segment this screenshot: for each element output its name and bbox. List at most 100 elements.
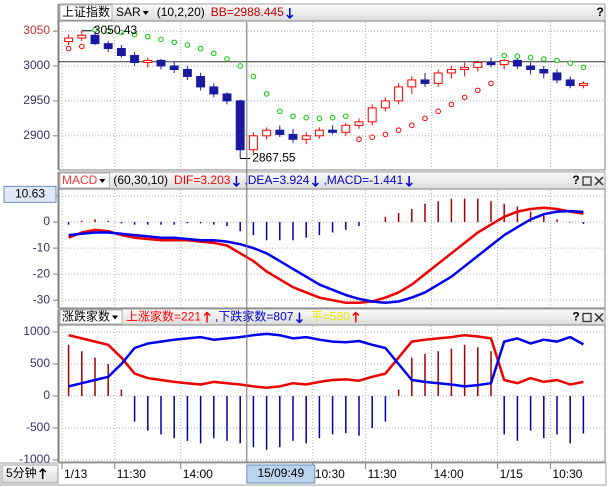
sar-dot: [409, 122, 415, 129]
sar-dot: [263, 91, 270, 97]
candle-body: [499, 59, 509, 66]
arrow-icon: [203, 311, 211, 317]
y-tick-label: 500: [30, 356, 50, 370]
panel-header: [58, 3, 606, 22]
sar-dot: [475, 87, 481, 94]
sar-dot: [514, 53, 521, 60]
candle-body: [565, 79, 575, 87]
x-tick-label: 1/15: [500, 467, 524, 481]
candle-body: [262, 129, 272, 137]
sar-dot: [343, 113, 349, 120]
sar-dot: [211, 50, 217, 57]
candle-body: [433, 72, 443, 84]
value-readout-box: [3, 185, 57, 203]
candle-body: [380, 100, 390, 109]
x-tick-label: 14:00: [434, 467, 464, 481]
sar-dot: [382, 131, 389, 138]
candle-body: [275, 129, 285, 135]
y-tick-label: -500: [26, 420, 50, 434]
y-tick-label: 3050: [23, 23, 50, 37]
arrow-icon: [286, 14, 294, 20]
y-tick-label: 3000: [23, 58, 50, 72]
sar-dot: [554, 57, 560, 64]
header-label: ,DEA=3.924: [244, 173, 309, 187]
sar-dot: [197, 45, 204, 52]
sar-dot: [118, 29, 125, 36]
x-tick-label: 10:30: [315, 467, 345, 481]
candle-body: [248, 135, 258, 151]
candle-body: [512, 59, 522, 67]
sar-dot: [171, 39, 177, 46]
header-box[interactable]: [59, 4, 113, 21]
sar-dot: [290, 113, 296, 120]
sar-dot: [395, 127, 402, 134]
header-label: 上证指数: [62, 4, 110, 19]
candle-body: [64, 37, 74, 43]
sar-dot: [580, 64, 587, 71]
help-icon[interactable]: ?: [572, 173, 579, 187]
value-readout: 10.63: [15, 187, 45, 201]
y-tick-label: -10: [33, 240, 51, 254]
sar-dot: [422, 115, 428, 122]
candle-body: [578, 82, 588, 87]
candle-body: [235, 100, 245, 151]
candle-body: [301, 135, 311, 140]
x-tick-label: 14:00: [183, 467, 213, 481]
close-icon[interactable]: [594, 312, 604, 323]
cursor-time-label: 15/09:49: [257, 466, 304, 480]
help-icon[interactable]: ?: [596, 5, 603, 19]
candle-body: [90, 34, 100, 45]
plot-area: [58, 324, 606, 463]
restore-icon[interactable]: [582, 312, 592, 323]
sar-dot: [461, 94, 468, 101]
dropdown-icon[interactable]: [142, 11, 149, 15]
x-tick-label: 10:30: [552, 467, 582, 481]
candle-body: [130, 55, 140, 63]
sar-dot: [488, 80, 494, 87]
dropdown-label[interactable]: SAR: [116, 5, 141, 19]
sar-dot: [527, 54, 534, 61]
candle-body: [473, 61, 483, 68]
header-box[interactable]: [59, 309, 123, 325]
candle-body: [354, 121, 364, 126]
sar-dot: [316, 115, 323, 122]
candle-body: [196, 75, 206, 88]
candle-body: [103, 43, 113, 50]
sar-dot: [145, 33, 151, 40]
sar-dot: [369, 134, 376, 140]
help-icon[interactable]: ?: [572, 310, 579, 324]
sar-dot: [329, 114, 336, 121]
sar-dot: [501, 52, 508, 59]
dropdown-icon[interactable]: [99, 179, 106, 183]
dropdown-label[interactable]: MACD: [62, 173, 98, 187]
candle-body: [367, 107, 377, 123]
x-tick-label: 11:30: [368, 467, 397, 481]
candle-body: [222, 93, 232, 102]
candle-body: [552, 72, 562, 81]
series-line: [68, 206, 584, 305]
sar-dot: [250, 73, 257, 80]
header-label: (60,30,10): [113, 173, 168, 187]
plot-area: [58, 20, 606, 171]
arrow-icon: [295, 318, 303, 324]
period-label[interactable]: 5分钟: [6, 465, 37, 480]
restore-icon[interactable]: [582, 176, 592, 186]
candle-body: [156, 59, 166, 67]
candle-body: [314, 129, 324, 137]
sar-dot: [92, 26, 98, 33]
sar-dot: [158, 36, 164, 43]
header-box[interactable]: [59, 172, 110, 189]
close-icon[interactable]: [594, 176, 604, 186]
candle-body: [460, 66, 470, 70]
sar-dot: [448, 101, 455, 108]
dropdown-label[interactable]: 涨跌家数: [62, 309, 110, 324]
header-label: ,下跌家数=807: [215, 309, 294, 324]
dropdown-icon[interactable]: [112, 315, 119, 320]
sar-dot: [65, 45, 72, 52]
sar-dot: [237, 63, 243, 69]
candle-body: [446, 68, 456, 74]
arrow-icon: [352, 311, 360, 317]
cursor-time-box: [246, 464, 316, 484]
sar-dot: [224, 56, 230, 62]
